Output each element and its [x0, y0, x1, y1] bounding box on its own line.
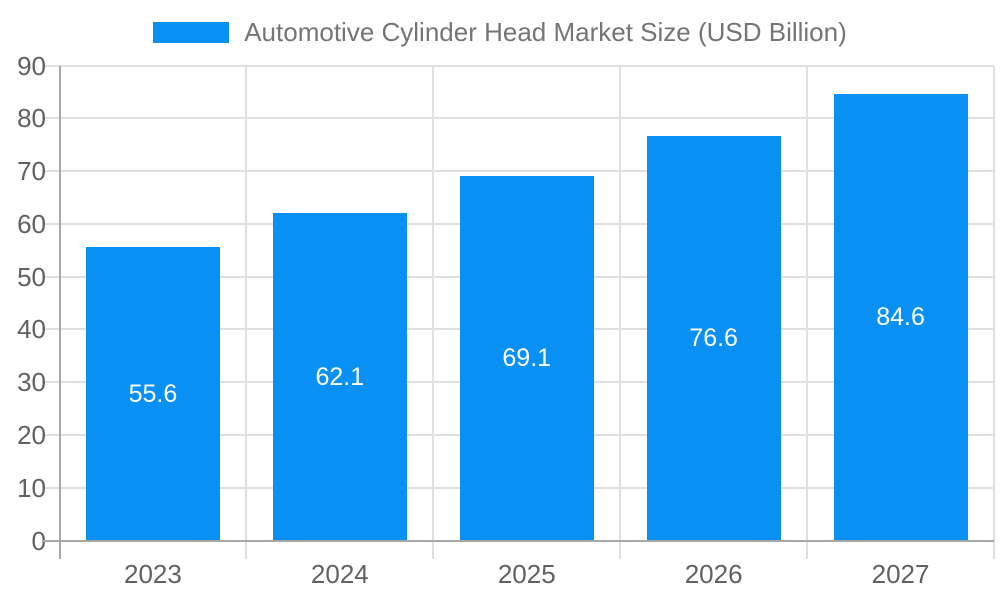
y-gridline	[41, 170, 994, 173]
y-axis-tick-label: 20	[17, 419, 46, 450]
x-axis-tick-label: 2026	[684, 559, 743, 589]
category-gridline	[619, 65, 622, 559]
category-gridline	[806, 65, 809, 559]
y-axis-tick-label: 90	[17, 50, 46, 81]
y-axis-tick-label: 80	[17, 103, 46, 134]
bar-value-label: 84.6	[876, 303, 925, 332]
y-axis-tick-label: 60	[17, 208, 46, 239]
bar[interactable]	[459, 175, 594, 541]
y-axis-tick-label: 0	[31, 525, 46, 556]
bar[interactable]	[833, 94, 968, 541]
x-axis-tick-label: 2027	[871, 559, 930, 589]
y-axis-tick-label: 40	[17, 314, 46, 345]
y-axis-tick-label: 30	[17, 367, 46, 398]
bar-value-label: 69.1	[502, 344, 552, 373]
category-gridline	[432, 65, 435, 559]
x-axis-tick-label: 2025	[497, 559, 556, 589]
bar[interactable]	[646, 136, 781, 541]
y-gridline	[41, 117, 994, 120]
chart-title: Automotive Cylinder Head Market Size (US…	[244, 17, 847, 47]
y-axis-tick-label: 70	[17, 156, 46, 187]
category-gridline	[245, 65, 248, 559]
bar-value-label: 55.6	[128, 379, 178, 408]
bar[interactable]	[272, 212, 407, 541]
x-axis-tick-label: 2023	[124, 559, 182, 589]
y-axis-tick-label: 10	[17, 472, 46, 503]
y-gridline	[41, 64, 994, 67]
x-axis-line	[41, 539, 994, 542]
legend: Automotive Cylinder Head Market Size (US…	[0, 19, 1000, 45]
bar-value-label: 76.6	[689, 324, 738, 353]
y-axis-tick-label: 50	[17, 261, 46, 292]
bar-value-label: 62.1	[315, 362, 365, 391]
y-axis-line	[58, 65, 61, 559]
legend-swatch	[153, 21, 230, 43]
x-axis-tick-label: 2024	[310, 559, 369, 589]
category-gridline	[993, 65, 995, 559]
bar[interactable]	[85, 247, 220, 541]
legend-item[interactable]: Automotive Cylinder Head Market Size (US…	[153, 19, 847, 45]
